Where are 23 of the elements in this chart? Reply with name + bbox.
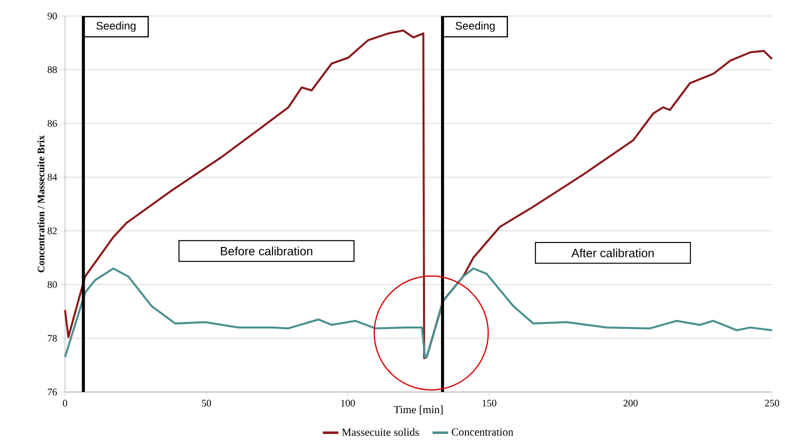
x-tick-label: 150	[482, 400, 496, 406]
y-tick-label: 78	[48, 334, 57, 342]
ref-line-label: Seeding	[96, 22, 136, 32]
annotation: After calibration	[571, 248, 654, 258]
ref-line-label: Seeding	[456, 22, 495, 32]
x-tick-label: 200	[624, 400, 638, 406]
x-tick-label: 250	[764, 400, 780, 406]
y-tick-label: 82	[48, 227, 57, 234]
line-series	[64, 267, 774, 358]
y-tick-label: 86	[48, 120, 57, 127]
legend-label: Concentration	[452, 428, 514, 436]
y-tick-label: 90	[48, 12, 57, 20]
y-tick-label: 88	[48, 66, 57, 74]
y-tick-label: 80	[48, 281, 57, 288]
legend-label: Massecuite solids	[342, 428, 419, 436]
y-axis-title: Concentration / Massecuite Brix	[37, 135, 44, 272]
x-axis-title: Time [min]	[394, 406, 443, 415]
y-tick-label: 84	[48, 174, 58, 180]
x-tick-label: 100	[341, 400, 355, 406]
y-tick-label: 76	[48, 388, 57, 396]
x-tick-label: 50	[202, 400, 212, 406]
x-tick-label: 0	[62, 400, 68, 406]
annotation: Before calibration	[220, 246, 312, 256]
